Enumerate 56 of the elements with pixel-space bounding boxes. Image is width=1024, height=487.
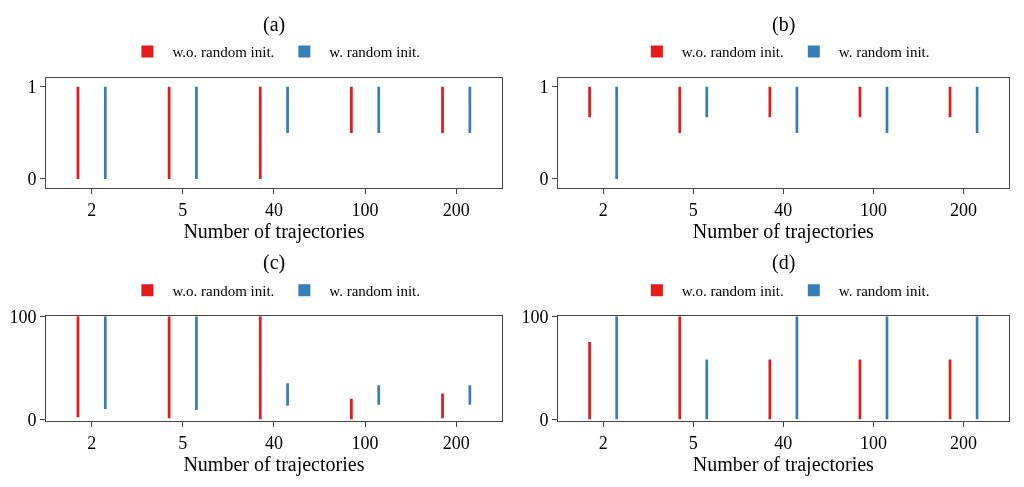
bar — [195, 316, 198, 410]
legend-label: w. random init. — [329, 44, 421, 61]
y-tick-label: 100 — [521, 306, 549, 327]
x-tick-label: 2 — [598, 199, 608, 220]
x-tick-label: 2 — [598, 432, 608, 453]
x-tick-label: 5 — [688, 432, 698, 453]
bar — [350, 398, 353, 420]
x-tick-label: 200 — [950, 199, 978, 220]
x-tick-label: 100 — [351, 432, 379, 453]
bar — [768, 359, 772, 420]
legend-label: w. random init. — [838, 44, 930, 61]
bar — [258, 316, 262, 420]
x-tick-label: 40 — [264, 432, 283, 453]
bar — [678, 316, 682, 420]
bar — [441, 393, 444, 419]
x-tick-label: 200 — [950, 432, 978, 453]
bar — [705, 359, 709, 420]
bar — [286, 383, 289, 406]
y-tick-label: 0 — [539, 169, 549, 190]
x-axis-title: Number of trajectories — [692, 219, 875, 243]
legend-label: w.o. random init. — [681, 282, 784, 299]
x-axis-title: Number of trajectories — [183, 219, 365, 243]
legend-label: w. random init. — [329, 282, 421, 299]
x-axis-title: Number of trajectories — [183, 452, 365, 476]
legend-label: w.o. random init. — [172, 282, 275, 299]
x-tick-label: 2 — [87, 199, 97, 220]
bar — [615, 316, 618, 420]
legend-label: w.o. random init. — [172, 44, 275, 61]
bar — [377, 385, 381, 405]
bar — [103, 316, 107, 409]
y-tick-label: 1 — [539, 77, 549, 98]
x-tick-label: 40 — [774, 432, 793, 453]
legend-label: w. random init. — [838, 282, 930, 299]
chart-title: (a) — [263, 13, 286, 36]
x-tick-label: 5 — [178, 432, 188, 453]
chart-title: (b) — [772, 13, 796, 36]
x-tick-label: 2 — [87, 432, 97, 453]
x-tick-label: 40 — [774, 199, 793, 220]
y-tick-label: 0 — [539, 409, 549, 430]
y-tick-label: 0 — [27, 169, 37, 190]
bar — [588, 342, 591, 420]
y-tick-label: 100 — [9, 306, 37, 327]
chart-title: (c) — [263, 251, 286, 274]
x-tick-label: 200 — [442, 199, 470, 220]
y-tick-label: 1 — [27, 77, 37, 98]
x-tick-label: 5 — [688, 199, 698, 220]
x-tick-label: 40 — [264, 199, 283, 220]
chart-title: (d) — [772, 251, 796, 274]
x-axis-title: Number of trajectories — [692, 452, 875, 476]
x-tick-label: 100 — [859, 199, 887, 220]
x-tick-label: 5 — [178, 199, 188, 220]
x-tick-label: 200 — [442, 432, 470, 453]
y-tick-label: 0 — [27, 409, 37, 430]
x-tick-label: 100 — [859, 432, 887, 453]
x-tick-label: 100 — [351, 199, 379, 220]
legend-label: w.o. random init. — [681, 44, 784, 61]
